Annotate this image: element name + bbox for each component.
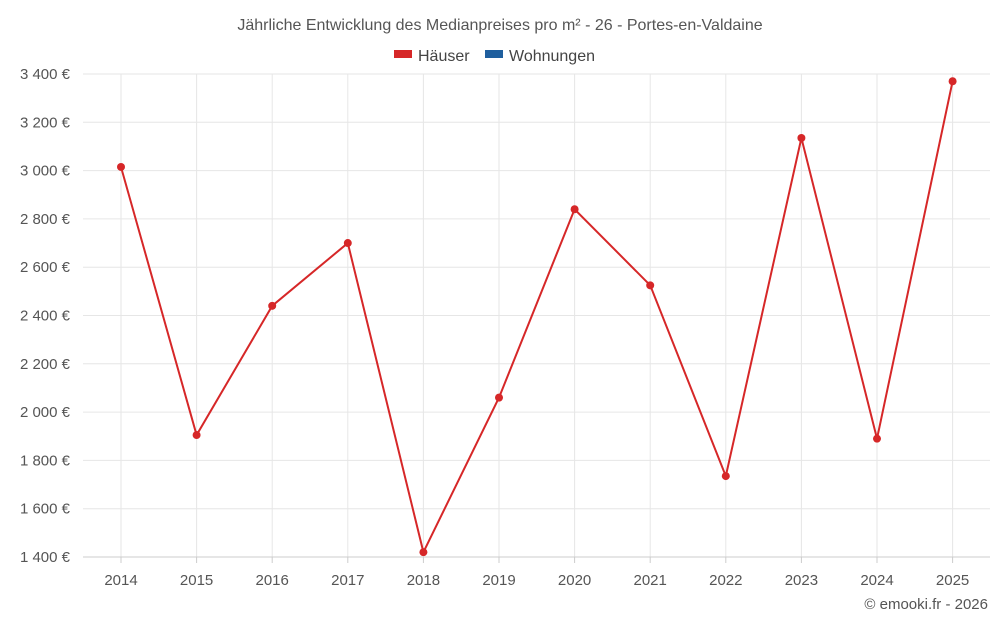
y-tick-label: 2 600 € bbox=[20, 259, 71, 276]
legend: Häuser Wohnungen bbox=[394, 48, 595, 65]
x-axis-ticks: 2014 2015 2016 2017 2018 2019 2020 2021 2022 2023… bbox=[104, 557, 969, 589]
x-tick-label: 2022 bbox=[709, 572, 742, 589]
data-point-haeuser-2016[interactable] bbox=[268, 301, 277, 310]
x-gridlines bbox=[120, 74, 954, 557]
legend-swatch-haeuser bbox=[394, 50, 412, 58]
data-point-haeuser-2018[interactable] bbox=[419, 548, 428, 557]
legend-item-haeuser[interactable]: Häuser bbox=[394, 48, 470, 65]
y-tick-label: 1 600 € bbox=[20, 501, 71, 518]
data-point-haeuser-2021[interactable] bbox=[646, 281, 655, 290]
data-point-haeuser-2023[interactable] bbox=[797, 133, 806, 142]
y-gridlines bbox=[83, 73, 990, 558]
data-point-haeuser-2024[interactable] bbox=[873, 434, 881, 443]
data-point-haeuser-2014[interactable] bbox=[117, 162, 125, 171]
y-tick-label: 2 200 € bbox=[20, 356, 71, 373]
chart-title: Jährliche Entwicklung des Medianpreises … bbox=[237, 17, 762, 34]
x-tick-label: 2024 bbox=[860, 572, 893, 589]
x-tick-label: 2018 bbox=[407, 572, 440, 589]
x-tick-label: 2025 bbox=[936, 572, 969, 589]
data-point-haeuser-2020[interactable] bbox=[570, 205, 579, 214]
x-tick-label: 2017 bbox=[331, 572, 364, 589]
y-tick-label: 2 800 € bbox=[20, 211, 71, 228]
legend-swatch-wohnungen bbox=[485, 50, 503, 58]
x-tick-label: 2019 bbox=[482, 572, 515, 589]
x-tick-label: 2015 bbox=[180, 572, 213, 589]
credit-text: © emooki.fr - 2026 bbox=[864, 596, 988, 613]
y-tick-label: 3 400 € bbox=[20, 66, 71, 83]
y-tick-label: 3 200 € bbox=[20, 114, 71, 131]
data-point-haeuser-2025[interactable] bbox=[948, 77, 957, 86]
series-layer bbox=[117, 77, 957, 557]
data-point-haeuser-2017[interactable] bbox=[343, 239, 352, 248]
data-point-haeuser-2019[interactable] bbox=[495, 393, 503, 402]
legend-item-wohnungen[interactable]: Wohnungen bbox=[485, 48, 595, 65]
x-tick-label: 2021 bbox=[634, 572, 667, 589]
legend-label-haeuser: Häuser bbox=[418, 48, 470, 65]
y-tick-label: 2 400 € bbox=[20, 308, 71, 325]
data-point-haeuser-2015[interactable] bbox=[192, 431, 201, 440]
x-tick-label: 2016 bbox=[256, 572, 289, 589]
data-point-haeuser-2022[interactable] bbox=[721, 472, 730, 481]
y-axis-ticks: 1 400 € 1 600 € 1 800 € 2 000 € 2 200 € 2 400… bbox=[20, 66, 71, 566]
x-tick-label: 2020 bbox=[558, 572, 591, 589]
series-line-haeuser bbox=[120, 81, 954, 556]
legend-label-wohnungen: Wohnungen bbox=[509, 48, 595, 65]
x-tick-label: 2014 bbox=[104, 572, 137, 589]
y-tick-label: 3 000 € bbox=[20, 163, 71, 180]
y-tick-label: 1 800 € bbox=[20, 452, 71, 469]
y-tick-label: 1 400 € bbox=[20, 549, 71, 566]
y-tick-label: 2 000 € bbox=[20, 404, 71, 421]
x-tick-label: 2023 bbox=[785, 572, 818, 589]
